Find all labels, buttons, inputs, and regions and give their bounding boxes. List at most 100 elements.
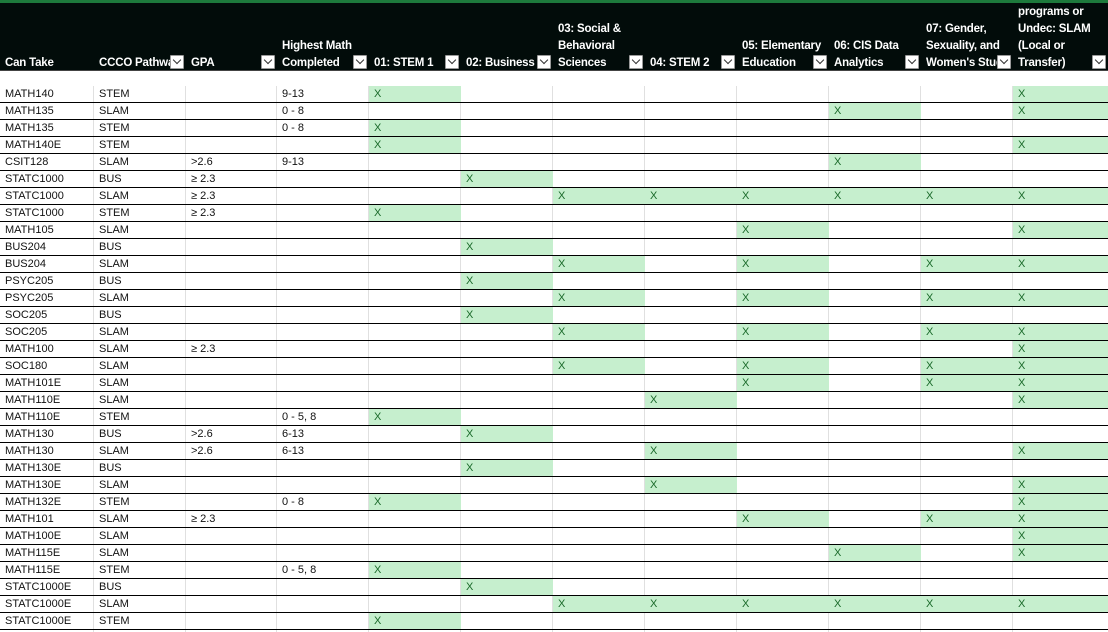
- cell-p03[interactable]: X: [553, 188, 645, 204]
- cell-p01[interactable]: X: [369, 86, 461, 102]
- cell-p07[interactable]: [921, 409, 1013, 425]
- cell-p03[interactable]: [553, 545, 645, 561]
- cell-p05[interactable]: [737, 86, 829, 102]
- cell-can_take[interactable]: STATC1000: [5, 207, 64, 219]
- cell-p06[interactable]: [829, 358, 921, 374]
- cell-p03[interactable]: [553, 392, 645, 408]
- cell-p04[interactable]: [645, 239, 737, 255]
- column-header-pathway[interactable]: CCCO Pathwa: [94, 3, 186, 70]
- cell-p05[interactable]: X: [737, 256, 829, 272]
- cell-pathway[interactable]: BUS: [99, 241, 122, 253]
- cell-p03[interactable]: [553, 307, 645, 323]
- cell-p08[interactable]: X: [1013, 494, 1108, 510]
- cell-p08[interactable]: X: [1013, 324, 1108, 340]
- cell-gpa[interactable]: >2.6: [191, 156, 213, 168]
- cell-p05[interactable]: [737, 579, 829, 595]
- cell-gpa[interactable]: [186, 528, 277, 544]
- cell-p04[interactable]: X: [645, 443, 737, 459]
- cell-p03[interactable]: [553, 528, 645, 544]
- cell-p07[interactable]: X: [921, 511, 1013, 527]
- cell-p01[interactable]: X: [369, 137, 461, 153]
- cell-pathway[interactable]: SLAM: [99, 513, 129, 525]
- cell-pathway[interactable]: STEM: [99, 207, 130, 219]
- cell-p07[interactable]: [921, 120, 1013, 136]
- cell-p01[interactable]: X: [369, 494, 461, 510]
- cell-p03[interactable]: [553, 222, 645, 238]
- cell-p03[interactable]: [553, 443, 645, 459]
- column-header-p01[interactable]: 01: STEM 1: [369, 3, 461, 70]
- cell-p04[interactable]: [645, 86, 737, 102]
- cell-p02[interactable]: [461, 562, 553, 578]
- cell-can_take[interactable]: MATH115E: [5, 547, 61, 559]
- cell-p01[interactable]: X: [369, 120, 461, 136]
- cell-p01[interactable]: [369, 579, 461, 595]
- cell-math[interactable]: [277, 392, 369, 408]
- cell-gpa[interactable]: [186, 477, 277, 493]
- cell-gpa[interactable]: [186, 375, 277, 391]
- cell-gpa[interactable]: [186, 494, 277, 510]
- cell-p05[interactable]: [737, 426, 829, 442]
- cell-p03[interactable]: [553, 409, 645, 425]
- filter-dropdown-icon[interactable]: [629, 55, 643, 69]
- cell-can_take[interactable]: STATC1000E: [5, 615, 72, 627]
- cell-p02[interactable]: [461, 205, 553, 221]
- cell-math[interactable]: 0 - 5, 8: [282, 411, 317, 423]
- cell-p01[interactable]: [369, 188, 461, 204]
- cell-p04[interactable]: [645, 613, 737, 629]
- column-header-gpa[interactable]: GPA: [186, 3, 277, 70]
- cell-p06[interactable]: [829, 409, 921, 425]
- cell-p07[interactable]: [921, 494, 1013, 510]
- cell-pathway[interactable]: STEM: [99, 564, 130, 576]
- cell-p08[interactable]: X: [1013, 341, 1108, 357]
- cell-can_take[interactable]: MATH130E: [5, 462, 62, 474]
- cell-p05[interactable]: X: [737, 290, 829, 306]
- cell-p07[interactable]: [921, 103, 1013, 119]
- cell-p08[interactable]: X: [1013, 443, 1108, 459]
- cell-can_take[interactable]: MATH100: [5, 343, 54, 355]
- cell-p07[interactable]: [921, 579, 1013, 595]
- cell-p04[interactable]: [645, 290, 737, 306]
- cell-p01[interactable]: [369, 273, 461, 289]
- cell-p02[interactable]: X: [461, 239, 553, 255]
- cell-p08[interactable]: X: [1013, 256, 1108, 272]
- cell-p05[interactable]: [737, 443, 829, 459]
- cell-math[interactable]: [277, 171, 369, 187]
- cell-pathway[interactable]: SLAM: [99, 156, 129, 168]
- cell-p05[interactable]: [737, 239, 829, 255]
- cell-p02[interactable]: [461, 290, 553, 306]
- cell-p08[interactable]: X: [1013, 137, 1108, 153]
- cell-p03[interactable]: [553, 120, 645, 136]
- cell-p05[interactable]: [737, 205, 829, 221]
- cell-p04[interactable]: [645, 494, 737, 510]
- cell-p01[interactable]: [369, 460, 461, 476]
- cell-p06[interactable]: X: [829, 545, 921, 561]
- cell-gpa[interactable]: >2.6: [191, 428, 213, 440]
- cell-p04[interactable]: [645, 256, 737, 272]
- cell-pathway[interactable]: SLAM: [99, 530, 129, 542]
- cell-p03[interactable]: [553, 579, 645, 595]
- cell-p08[interactable]: [1013, 273, 1108, 289]
- cell-p05[interactable]: X: [737, 324, 829, 340]
- cell-p03[interactable]: [553, 341, 645, 357]
- cell-p05[interactable]: X: [737, 188, 829, 204]
- cell-gpa[interactable]: [186, 222, 277, 238]
- cell-p05[interactable]: [737, 392, 829, 408]
- cell-p05[interactable]: [737, 341, 829, 357]
- cell-math[interactable]: [277, 613, 369, 629]
- filter-dropdown-icon[interactable]: [261, 55, 275, 69]
- filter-dropdown-icon[interactable]: [1092, 55, 1106, 69]
- cell-math[interactable]: [277, 579, 369, 595]
- cell-p04[interactable]: [645, 205, 737, 221]
- cell-can_take[interactable]: PSYC205: [5, 275, 54, 287]
- cell-p05[interactable]: [737, 273, 829, 289]
- cell-math[interactable]: [277, 341, 369, 357]
- column-header-p05[interactable]: 05: Elementary Education: [737, 3, 829, 70]
- cell-p02[interactable]: [461, 154, 553, 170]
- cell-pathway[interactable]: SLAM: [99, 547, 129, 559]
- cell-pathway[interactable]: BUS: [99, 309, 122, 321]
- cell-gpa[interactable]: [186, 596, 277, 612]
- cell-p02[interactable]: [461, 375, 553, 391]
- cell-math[interactable]: [277, 239, 369, 255]
- cell-p02[interactable]: [461, 137, 553, 153]
- cell-p02[interactable]: [461, 596, 553, 612]
